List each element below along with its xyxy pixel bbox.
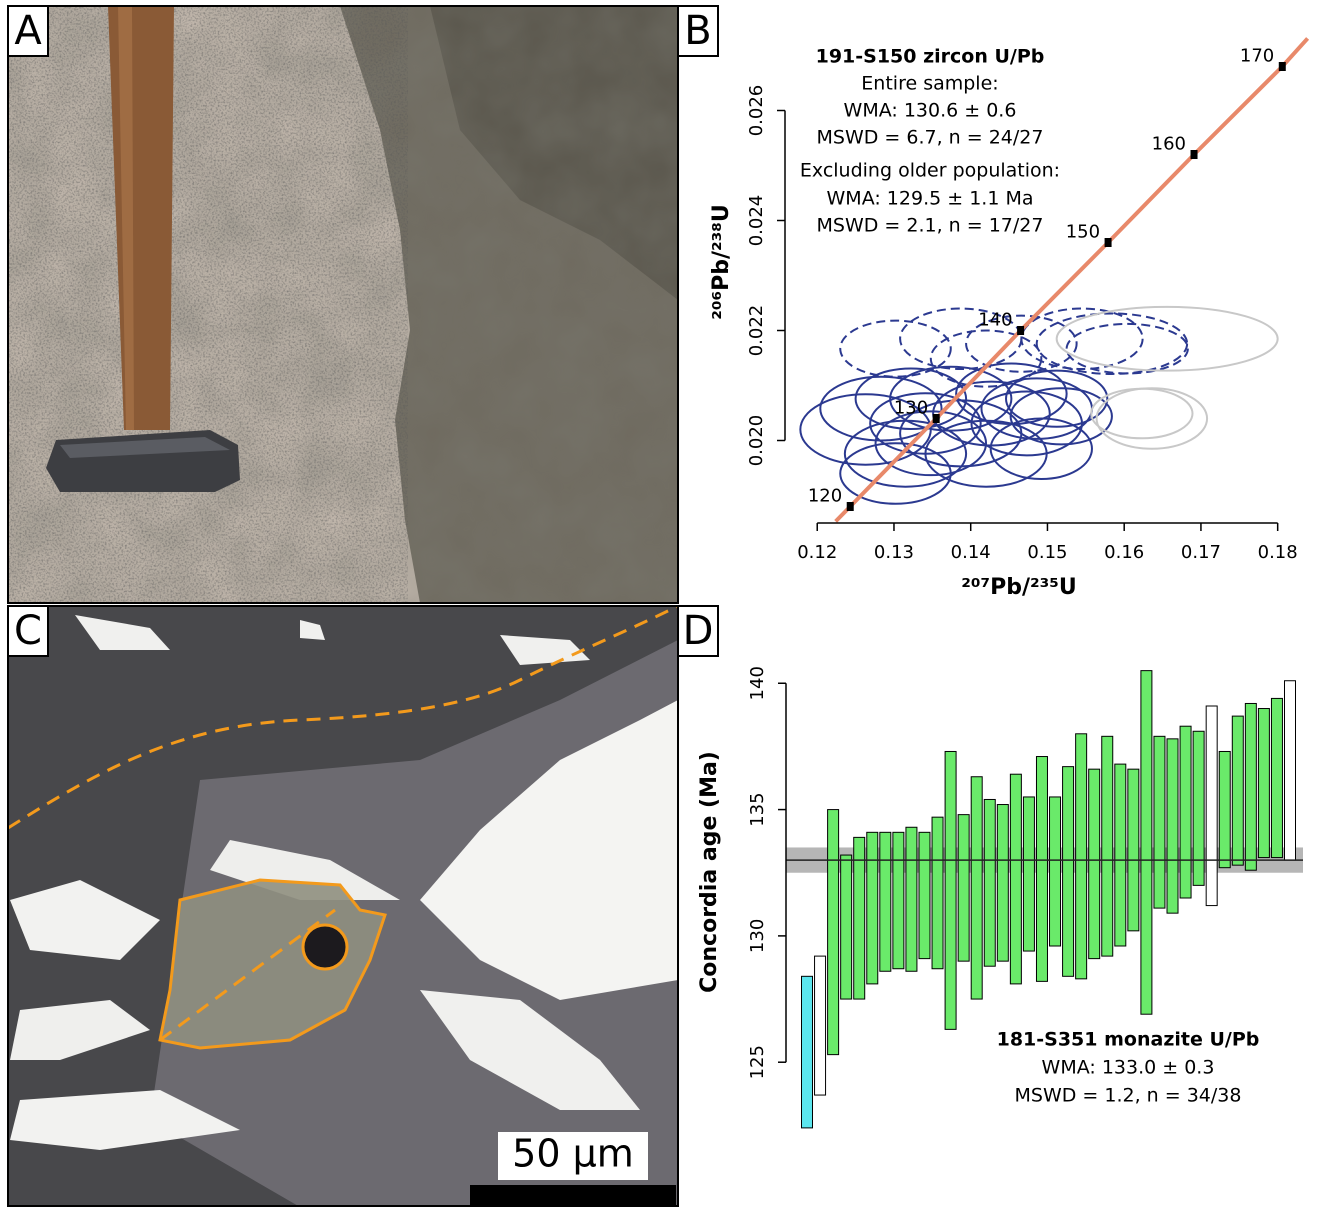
x-tick-label: 0.12 [797, 542, 837, 563]
error-ellipse [991, 419, 1092, 480]
panel-label: A [14, 8, 42, 54]
age-bar [945, 751, 956, 1029]
age-label: 160 [1152, 134, 1186, 155]
age-bar [919, 832, 930, 958]
annotation: WMA: 133.0 ± 0.3 [1042, 1057, 1215, 1079]
age-label: 170 [1240, 46, 1274, 67]
x-tick-label: 0.17 [1181, 542, 1221, 563]
age-label: 140 [978, 310, 1012, 331]
age-marker [1279, 62, 1286, 71]
y-tick-label: 0.024 [746, 195, 767, 247]
age-bar [1050, 797, 1061, 946]
age-bar [1128, 769, 1139, 931]
annotation-title: 191-S150 zircon U/Pb [816, 46, 1045, 68]
x-tick-label: 0.16 [1104, 542, 1144, 563]
y-axis-label: ²⁰⁶Pb/²³⁸U [709, 204, 734, 320]
age-bar [1102, 736, 1113, 956]
age-bar [1023, 797, 1034, 951]
x-axis-label: ²⁰⁷Pb/²³⁵U [961, 575, 1077, 600]
figure: 50 µm A B C D 120 130 140 150 160 170 0.12 0.13… [0, 0, 1324, 1207]
age-bar [880, 832, 891, 971]
age-bar [1219, 751, 1230, 867]
x-tick-label: 0.13 [874, 542, 914, 563]
age-bar [1258, 709, 1269, 858]
age-bar [1154, 736, 1165, 908]
age-bar [984, 799, 995, 966]
age-bar [1089, 769, 1100, 958]
age-bar [971, 777, 982, 999]
age-marker [1191, 150, 1198, 159]
annotation: MSWD = 1.2, n = 34/38 [1015, 1085, 1242, 1107]
x-tick-label: 0.14 [951, 542, 991, 563]
annotation: MSWD = 6.7, n = 24/27 [817, 127, 1044, 149]
annotation: MSWD = 2.1, n = 17/27 [817, 215, 1044, 237]
panel-label: D [683, 608, 714, 654]
error-ellipse [1067, 324, 1188, 374]
annotation: WMA: 130.6 ± 0.6 [844, 100, 1017, 122]
annotation: Entire sample: [861, 73, 998, 95]
age-bar [1063, 767, 1074, 977]
panel-label: C [14, 608, 42, 654]
y-tick-label: 0.022 [746, 305, 767, 357]
age-bar [958, 815, 969, 962]
age-marker [1105, 238, 1112, 247]
age-bar [1036, 757, 1047, 982]
age-label: 150 [1066, 222, 1100, 243]
scale-bar-label: 50 µm [512, 1132, 634, 1176]
x-tick-label: 0.18 [1258, 542, 1298, 563]
age-bar [1271, 698, 1282, 857]
y-tick-label: 135 [747, 792, 768, 826]
age-bar [1245, 703, 1256, 870]
page: {"panel_labels": ["A", "B", "C", "D"], "… [0, 0, 1324, 1207]
age-bar [906, 827, 917, 971]
error-ellipse [1057, 307, 1278, 371]
age-bar [1193, 731, 1204, 885]
y-tick-label: 125 [747, 1045, 768, 1079]
y-tick-label: 0.020 [746, 415, 767, 467]
age-bar [997, 805, 1008, 962]
age-bar [841, 855, 852, 999]
age-bar [1167, 739, 1178, 913]
age-marker [933, 414, 940, 423]
age-bar [893, 832, 904, 968]
y-axis-label: Concordia age (Ma) [697, 751, 722, 993]
age-bar [1206, 706, 1217, 906]
age-marker [1017, 326, 1024, 335]
age-bar [854, 837, 865, 999]
x-tick-label: 0.15 [1027, 542, 1067, 563]
photo-micrograph [8, 606, 678, 1207]
annotation: WMA: 129.5 ± 1.1 Ma [827, 188, 1034, 210]
age-bar [802, 976, 813, 1128]
age-marker [847, 502, 854, 511]
age-bar [1232, 716, 1243, 865]
age-bar [1141, 671, 1152, 1015]
y-tick-label: 0.026 [746, 85, 767, 137]
age-bar [867, 832, 878, 984]
error-ellipse [1091, 389, 1192, 439]
y-tick-label: 130 [747, 919, 768, 953]
age-bar [1115, 764, 1126, 946]
age-label: 120 [808, 486, 842, 507]
photo-outcrop [8, 6, 678, 603]
age-bar [1010, 774, 1021, 984]
age-label: 130 [894, 398, 928, 419]
y-tick-label: 140 [747, 666, 768, 700]
age-bar [1180, 726, 1191, 898]
age-bar [815, 956, 826, 1095]
annotation-title: 181-S351 monazite U/Pb [997, 1029, 1260, 1051]
annotation: Excluding older population: [800, 160, 1060, 182]
age-bar [828, 810, 839, 1055]
age-bar [932, 817, 943, 969]
age-bar [1076, 734, 1087, 979]
error-ellipse [925, 421, 1046, 487]
age-bar [1285, 681, 1296, 860]
panel-label: B [684, 8, 711, 54]
